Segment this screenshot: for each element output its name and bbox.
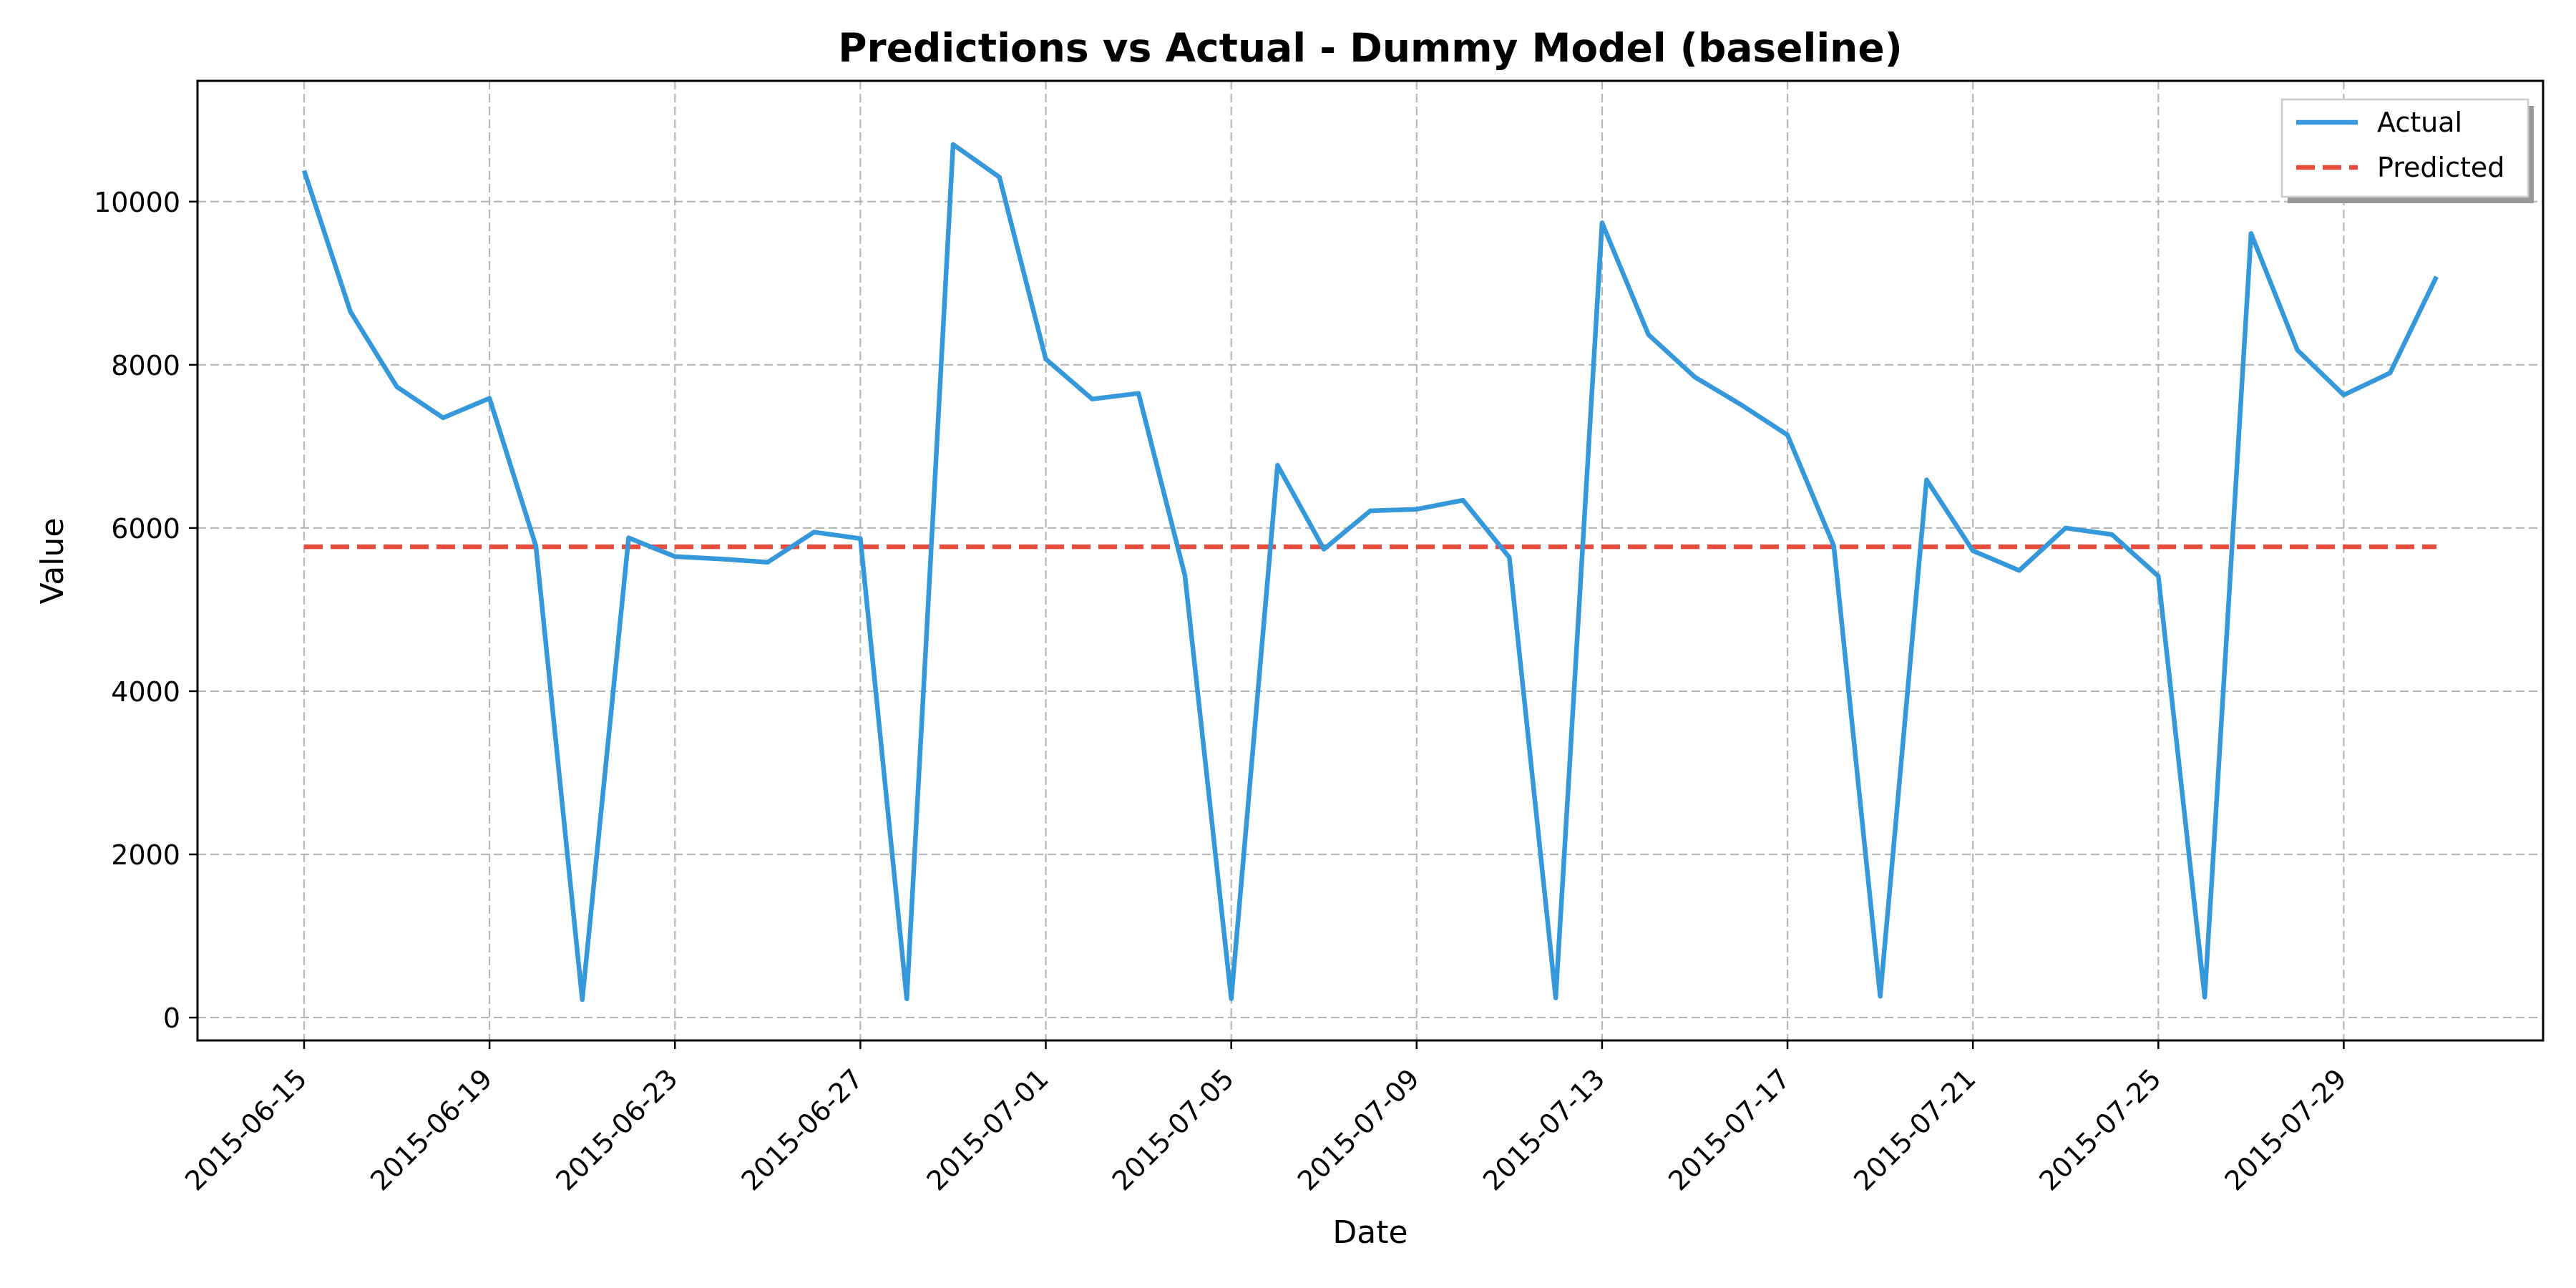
y-axis-label: Value [34, 518, 71, 605]
legend-actual-label: Actual [2377, 107, 2462, 138]
x-tick-label: 2015-07-05 [1106, 1063, 1240, 1196]
y-tick-label: 2000 [111, 839, 180, 871]
y-tick-label: 4000 [111, 676, 180, 708]
legend-predicted-label: Predicted [2377, 152, 2504, 183]
legend: Actual Predicted [2280, 98, 2534, 203]
y-tick-label: 10000 [94, 187, 180, 218]
x-tick-label: 2015-06-19 [364, 1063, 498, 1196]
plot-series [301, 142, 2439, 1002]
x-tick-label: 2015-06-23 [550, 1063, 683, 1196]
x-tick-label: 2015-07-13 [1477, 1063, 1611, 1196]
x-tick-label: 2015-07-21 [1848, 1063, 1981, 1196]
x-axis-label: Date [1332, 1214, 1407, 1251]
x-tick-label: 2015-06-15 [179, 1063, 313, 1196]
chart-title: Predictions vs Actual - Dummy Model (bas… [838, 25, 1903, 71]
y-tick-label: 0 [163, 1002, 180, 1034]
x-tick-label: 2015-07-29 [2219, 1063, 2353, 1196]
y-tick-label: 6000 [111, 513, 180, 545]
plot-frame [196, 79, 2545, 1042]
grid [197, 81, 2543, 1040]
x-tick-label: 2015-07-17 [1662, 1063, 1796, 1196]
x-tick-label: 2015-07-09 [1292, 1063, 1425, 1196]
actual-line [301, 142, 2439, 1002]
x-tick-label: 2015-07-01 [921, 1063, 1055, 1196]
legend-box [2280, 98, 2529, 198]
y-tick-label: 8000 [111, 350, 180, 381]
x-tick-label: 2015-06-27 [735, 1063, 869, 1196]
x-tick-label: 2015-07-25 [2033, 1063, 2167, 1196]
